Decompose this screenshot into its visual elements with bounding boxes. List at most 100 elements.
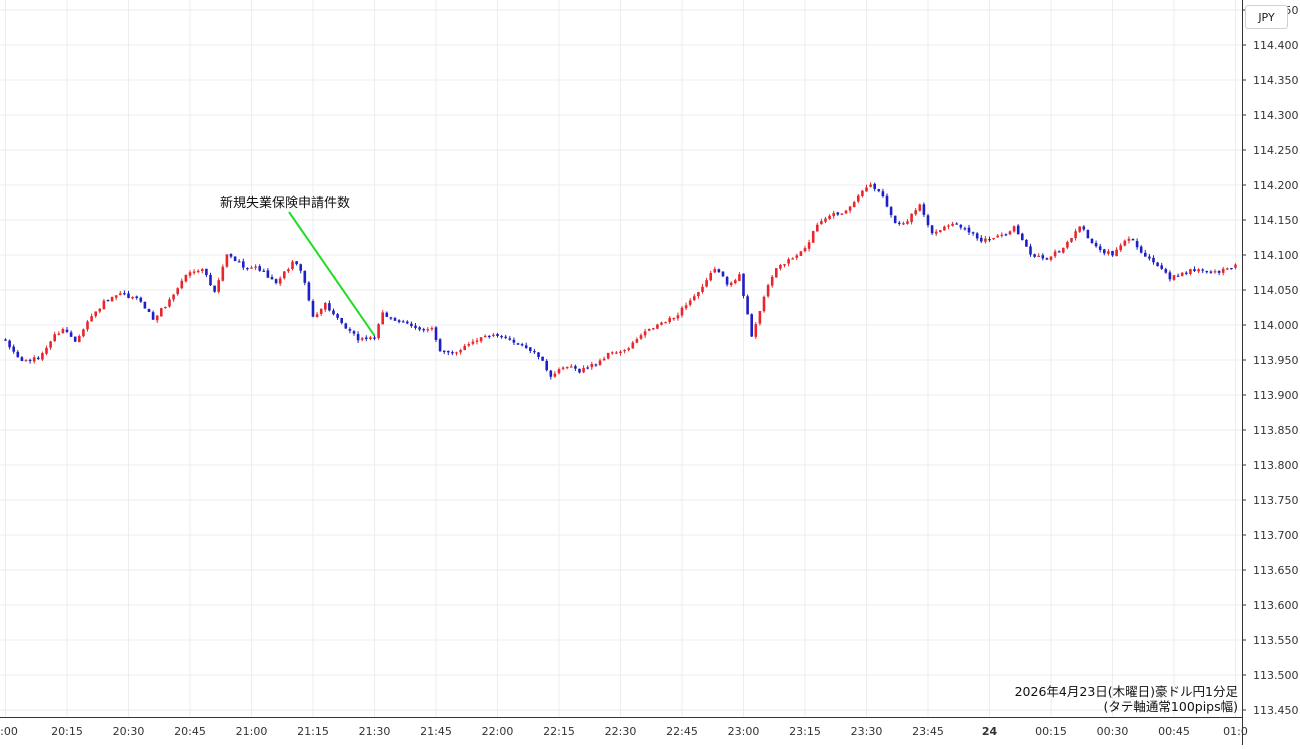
candle-up: [324, 303, 327, 310]
candle-down: [549, 370, 553, 377]
candle-up: [992, 237, 995, 240]
y-tick-label: 114.350: [1253, 74, 1299, 87]
candle-down: [385, 312, 389, 317]
candle-down: [488, 335, 491, 338]
candle-up: [1119, 245, 1122, 251]
candle-up: [1226, 268, 1229, 270]
candle-down: [139, 297, 143, 302]
x-tick-label: 22:45: [666, 725, 698, 738]
candle-down: [971, 232, 975, 234]
y-tick-label: 114.250: [1253, 144, 1299, 157]
candle-down: [348, 329, 352, 331]
candle-down: [406, 321, 409, 324]
candle-up: [664, 322, 667, 324]
candle-up: [53, 334, 56, 342]
candle-down: [389, 317, 393, 319]
candle-up: [939, 230, 942, 233]
candle-up: [590, 363, 594, 368]
x-tick-label: 00:45: [1158, 725, 1190, 738]
candle-up: [1107, 251, 1110, 254]
candle-down: [975, 233, 979, 239]
candle-down: [504, 336, 507, 338]
candle-up: [24, 360, 28, 362]
candle-up: [1123, 240, 1127, 246]
candle-up: [1062, 247, 1065, 253]
candle-up: [381, 312, 384, 325]
candle-down: [1094, 243, 1098, 247]
candle-down: [365, 337, 368, 340]
candle-down: [516, 343, 520, 345]
candle-up: [672, 318, 676, 320]
candle-up: [611, 352, 614, 354]
y-tick-label: 113.500: [1253, 669, 1299, 682]
candle-up: [627, 348, 630, 350]
candle-up: [795, 255, 799, 258]
candle-up: [947, 225, 950, 227]
candle-up: [820, 221, 823, 225]
candle-down: [410, 323, 413, 327]
candle-down: [1185, 272, 1188, 274]
candle-up: [840, 213, 844, 215]
candle-down: [65, 329, 69, 332]
candle-down: [545, 360, 548, 371]
candle-down: [893, 215, 897, 223]
candle-down: [340, 317, 343, 323]
candle-down: [524, 345, 528, 349]
candle-down: [356, 334, 360, 341]
candle-up: [114, 295, 118, 298]
candle-up: [57, 333, 61, 335]
candle-up: [783, 264, 786, 266]
candle-up: [201, 269, 204, 272]
candle-up: [865, 187, 868, 192]
candle-down: [1193, 269, 1196, 272]
candle-up: [701, 286, 704, 292]
candle-down: [1021, 233, 1024, 241]
x-tick-label: 20:30: [113, 725, 145, 738]
candle-up: [668, 317, 671, 323]
x-tick-label: 00:30: [1097, 725, 1129, 738]
candle-down: [512, 339, 516, 343]
candle-down: [127, 293, 130, 298]
candle-down: [922, 204, 926, 215]
candle-down: [1045, 258, 1049, 260]
candle-down: [898, 222, 901, 224]
caption-line-2: (タテ軸通常100pips幅): [1103, 699, 1238, 714]
candle-down: [307, 282, 311, 301]
candle-down: [1004, 234, 1008, 236]
candle-down: [508, 338, 512, 340]
candle-up: [647, 328, 651, 331]
candle-up: [652, 328, 655, 330]
candle-down: [237, 261, 241, 263]
candle-up: [1008, 231, 1012, 235]
candle-up: [734, 280, 737, 284]
candle-up: [561, 367, 565, 369]
x-tick-label: 22:30: [605, 725, 637, 738]
candle-up: [606, 352, 610, 359]
candle-up: [639, 335, 643, 339]
candle-down: [336, 314, 339, 318]
candle-down: [988, 239, 991, 241]
candle-down: [332, 310, 335, 315]
candle-down: [881, 191, 885, 197]
candle-down: [537, 352, 540, 357]
candle-down: [147, 309, 151, 313]
annotation-pointer-line: [288, 211, 376, 337]
x-tick-label: 21:30: [359, 725, 391, 738]
candle-down: [1111, 250, 1114, 256]
candle-up: [660, 322, 663, 325]
candle-up: [155, 315, 159, 321]
candle-up: [78, 335, 81, 343]
candle-down: [1135, 241, 1139, 248]
currency-selector[interactable]: JPY: [1245, 5, 1288, 29]
candle-up: [131, 297, 134, 299]
x-tick-label: 21:00: [236, 725, 268, 738]
y-tick-label: 114.050: [1253, 284, 1299, 297]
candle-down: [451, 352, 454, 354]
candle-up: [455, 352, 458, 354]
y-tick-label: 113.900: [1253, 389, 1299, 402]
candle-down: [266, 270, 270, 278]
candle-down: [1176, 275, 1180, 277]
candle-up: [623, 350, 626, 352]
candle-down: [529, 347, 532, 351]
